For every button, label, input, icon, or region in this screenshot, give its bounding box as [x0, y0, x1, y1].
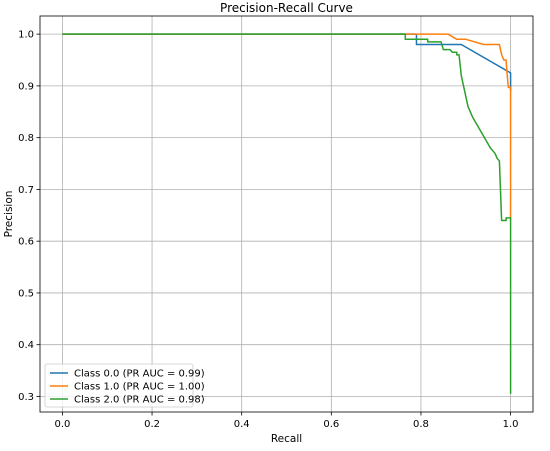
series-line [62, 33, 512, 221]
x-tick-label: 0.4 [234, 419, 250, 430]
x-axis-label: Recall [271, 433, 302, 445]
legend-box [44, 363, 194, 408]
series-line [62, 33, 512, 394]
y-tick-label: 0.8 [18, 133, 34, 144]
axis-ticks: 0.0 0.2 0.4 0.6 0.8 1.0 0.3 0.4 0.5 0.6 0.7 0.8 0.9 1… [18, 30, 518, 430]
legend-label: Class 1.0 (PR AUC = 1.00) [74, 382, 205, 393]
x-tick-label: 0.6 [323, 419, 339, 430]
x-tick-label: 0.0 [54, 419, 70, 430]
y-tick-label: 0.5 [18, 288, 34, 299]
y-axis-label: Precision [3, 191, 15, 238]
y-tick-label: 0.3 [18, 392, 34, 403]
y-tick-label: 0.6 [18, 237, 34, 248]
legend-label: Class 0.0 (PR AUC = 0.99) [74, 369, 205, 380]
y-tick-label: 0.9 [18, 81, 34, 92]
x-tick-label: 0.2 [144, 419, 160, 430]
x-tick-label: 1.0 [503, 419, 519, 430]
legend: Class 0.0 (PR AUC = 0.99) Class 1.0 (PR A… [44, 363, 205, 408]
y-tick-label: 0.4 [18, 340, 34, 351]
y-tick-label: 1.0 [18, 30, 34, 41]
chart-title: Precision-Recall Curve [220, 1, 353, 15]
y-tick-label: 0.7 [18, 185, 34, 196]
x-tick-label: 0.8 [413, 419, 429, 430]
series-lines [62, 33, 512, 394]
legend-label: Class 2.0 (PR AUC = 0.98) [74, 395, 205, 406]
plot-frame [39, 15, 534, 413]
